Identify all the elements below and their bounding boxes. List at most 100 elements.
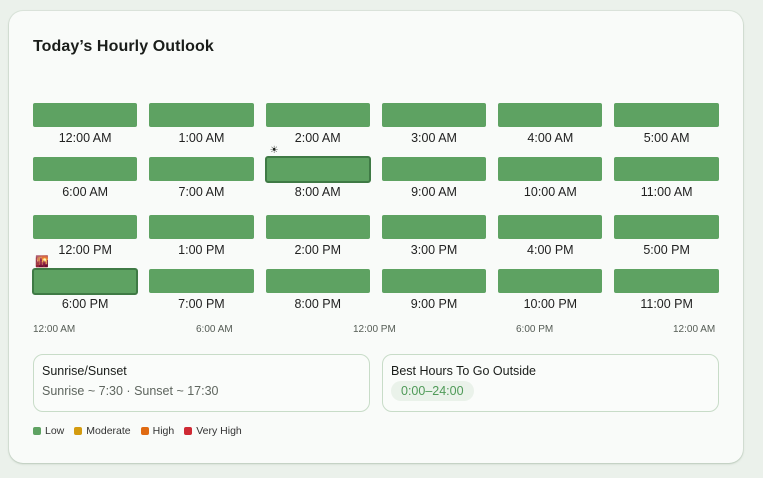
hour-cell[interactable]: 4:00 AM (498, 103, 603, 157)
legend-swatch (33, 427, 41, 435)
hour-cell[interactable]: 1:00 AM (149, 103, 254, 157)
hour-risk-bar[interactable] (498, 215, 603, 239)
hour-label: 2:00 PM (294, 243, 342, 257)
hour-label: 6:00 PM (61, 297, 109, 311)
sunset-icon: 🌇 (35, 256, 49, 268)
sunrise-sunset-times: Sunrise ~ 7:30 · Sunset ~ 17:30 (42, 384, 219, 398)
legend-label: Very High (196, 425, 242, 437)
hour-risk-bar[interactable] (381, 215, 487, 239)
hour-row: 12:00 PM 1:00 PM 2:00 PM 3:00 PM 4:00 PM 5:00… (33, 215, 719, 269)
hour-cell[interactable]: 2:00 PM (265, 215, 370, 269)
legend-swatch (140, 427, 149, 435)
hour-label: 6:00 AM (62, 185, 109, 199)
hour-risk-bar[interactable] (149, 103, 254, 127)
time-axis: 12:00 AM 6:00 AM 12:00 PM 6:00 PM 12:00 … (33, 324, 719, 338)
hour-cell[interactable]: 9:00 AM (381, 157, 487, 211)
hour-cell[interactable]: 3:00 AM (381, 103, 487, 157)
hour-risk-bar[interactable] (149, 269, 254, 293)
axis-tick: 12:00 AM (673, 324, 716, 335)
hour-risk-bar[interactable] (149, 157, 254, 181)
hour-risk-bar[interactable] (614, 269, 719, 293)
legend-item-high: High (140, 425, 175, 437)
hour-risk-bar[interactable] (614, 157, 719, 181)
hour-risk-bar[interactable] (614, 215, 719, 239)
hour-label: 8:00 AM (294, 185, 341, 199)
hour-cell[interactable]: 5:00 PM (614, 215, 719, 269)
hour-cell[interactable]: 9:00 PM (381, 269, 487, 323)
hour-cell[interactable]: 4:00 PM (498, 215, 603, 269)
best-hours-panel: Best Hours To Go Outside 0:00–24:00 (382, 354, 719, 412)
hour-cell[interactable]: 6:00 AM (33, 157, 138, 211)
hour-label: 1:00 PM (178, 243, 225, 257)
hour-cell[interactable]: 10:00 AM (498, 157, 603, 211)
legend-label: Moderate (86, 425, 131, 437)
sunrise-sunset-title: Sunrise/Sunset (42, 364, 127, 378)
risk-legend: Low Moderate High Very High (33, 425, 242, 437)
hour-cell[interactable]: 11:00 PM (614, 269, 719, 323)
hour-risk-bar[interactable] (498, 157, 603, 181)
axis-tick: 12:00 PM (353, 324, 396, 335)
hour-row: 12:00 AM 1:00 AM 2:00 AM 3:00 AM 4:00 AM 5:00… (33, 103, 719, 157)
hour-row: 🌇 6:00 PM 7:00 PM 8:00 PM 9:00 PM 10:00 PM 11:… (32, 257, 719, 323)
sunrise-icon: ☀ (269, 145, 279, 156)
hour-cell[interactable]: 🌇 6:00 PM (32, 257, 139, 323)
hour-cell[interactable]: 10:00 PM (498, 269, 603, 323)
hour-label: 12:00 AM (58, 131, 112, 145)
hour-cell[interactable]: 5:00 AM (614, 103, 719, 157)
hour-risk-bar[interactable] (264, 156, 371, 183)
hour-cell[interactable]: 12:00 PM (33, 215, 138, 269)
hour-risk-bar[interactable] (33, 103, 138, 127)
hour-cell[interactable]: ☀ 8:00 AM (264, 146, 371, 211)
hour-risk-bar[interactable] (498, 269, 603, 293)
hour-label: 4:00 PM (527, 243, 574, 257)
hour-label: 5:00 AM (643, 131, 690, 145)
hour-label: 1:00 AM (178, 131, 225, 145)
hour-risk-bar[interactable] (149, 215, 254, 239)
hour-risk-bar[interactable] (265, 215, 370, 239)
hour-risk-bar[interactable] (32, 268, 139, 295)
hour-risk-bar[interactable] (33, 157, 138, 181)
hour-risk-bar[interactable] (265, 103, 370, 127)
hour-label: 7:00 PM (178, 297, 225, 311)
hour-cell[interactable]: 12:00 AM (33, 103, 138, 157)
legend-swatch (184, 427, 193, 435)
hour-risk-bar[interactable] (614, 103, 719, 127)
hour-cell[interactable]: 7:00 AM (149, 157, 254, 211)
hour-cell[interactable]: 11:00 AM (614, 157, 719, 211)
hourly-grid: 12:00 AM 1:00 AM 2:00 AM 3:00 AM 4:00 AM 5:00… (32, 103, 719, 323)
legend-item-low: Low (33, 425, 64, 437)
hour-cell[interactable]: 2:00 AM (265, 103, 370, 157)
hour-label: 9:00 AM (411, 185, 457, 199)
hour-label: 4:00 AM (527, 131, 574, 145)
hour-cell[interactable]: 7:00 PM (149, 269, 254, 323)
legend-swatch (74, 427, 83, 435)
hour-label: 9:00 PM (410, 297, 458, 311)
hour-row: 6:00 AM 7:00 AM ☀ 8:00 AM 9:00 AM 10:00 AM 11:… (33, 146, 719, 211)
axis-tick: 6:00 AM (196, 324, 233, 335)
hour-label: 10:00 AM (523, 185, 577, 199)
best-hours-range-badge: 0:00–24:00 (391, 381, 474, 401)
hour-risk-bar[interactable] (265, 269, 370, 293)
hour-cell[interactable]: 3:00 PM (381, 215, 487, 269)
legend-label: High (152, 425, 175, 437)
sunrise-sunset-panel: Sunrise/Sunset Sunrise ~ 7:30 · Sunset ~… (33, 354, 370, 412)
hour-label: 3:00 AM (411, 131, 457, 145)
legend-item-very-high: Very High (184, 425, 242, 437)
hour-label: 10:00 PM (523, 297, 578, 311)
legend-label: Low (45, 425, 65, 437)
hour-label: 3:00 PM (410, 243, 458, 257)
hour-risk-bar[interactable] (498, 103, 603, 127)
hour-label: 2:00 AM (294, 131, 341, 145)
hour-label: 7:00 AM (178, 185, 225, 199)
hour-risk-bar[interactable] (381, 157, 487, 181)
card-title: Today’s Hourly Outlook (33, 38, 214, 55)
hour-risk-bar[interactable] (381, 269, 487, 293)
hour-risk-bar[interactable] (33, 215, 138, 239)
hour-cell[interactable]: 1:00 PM (149, 215, 254, 269)
best-hours-title: Best Hours To Go Outside (391, 364, 536, 378)
hour-label: 12:00 PM (58, 243, 112, 257)
hour-cell[interactable]: 8:00 PM (265, 269, 370, 323)
hour-risk-bar[interactable] (381, 103, 487, 127)
hourly-outlook-card: Today’s Hourly Outlook 12:00 AM 1:00 AM 2:… (9, 11, 743, 463)
hour-label: 11:00 PM (640, 297, 693, 311)
